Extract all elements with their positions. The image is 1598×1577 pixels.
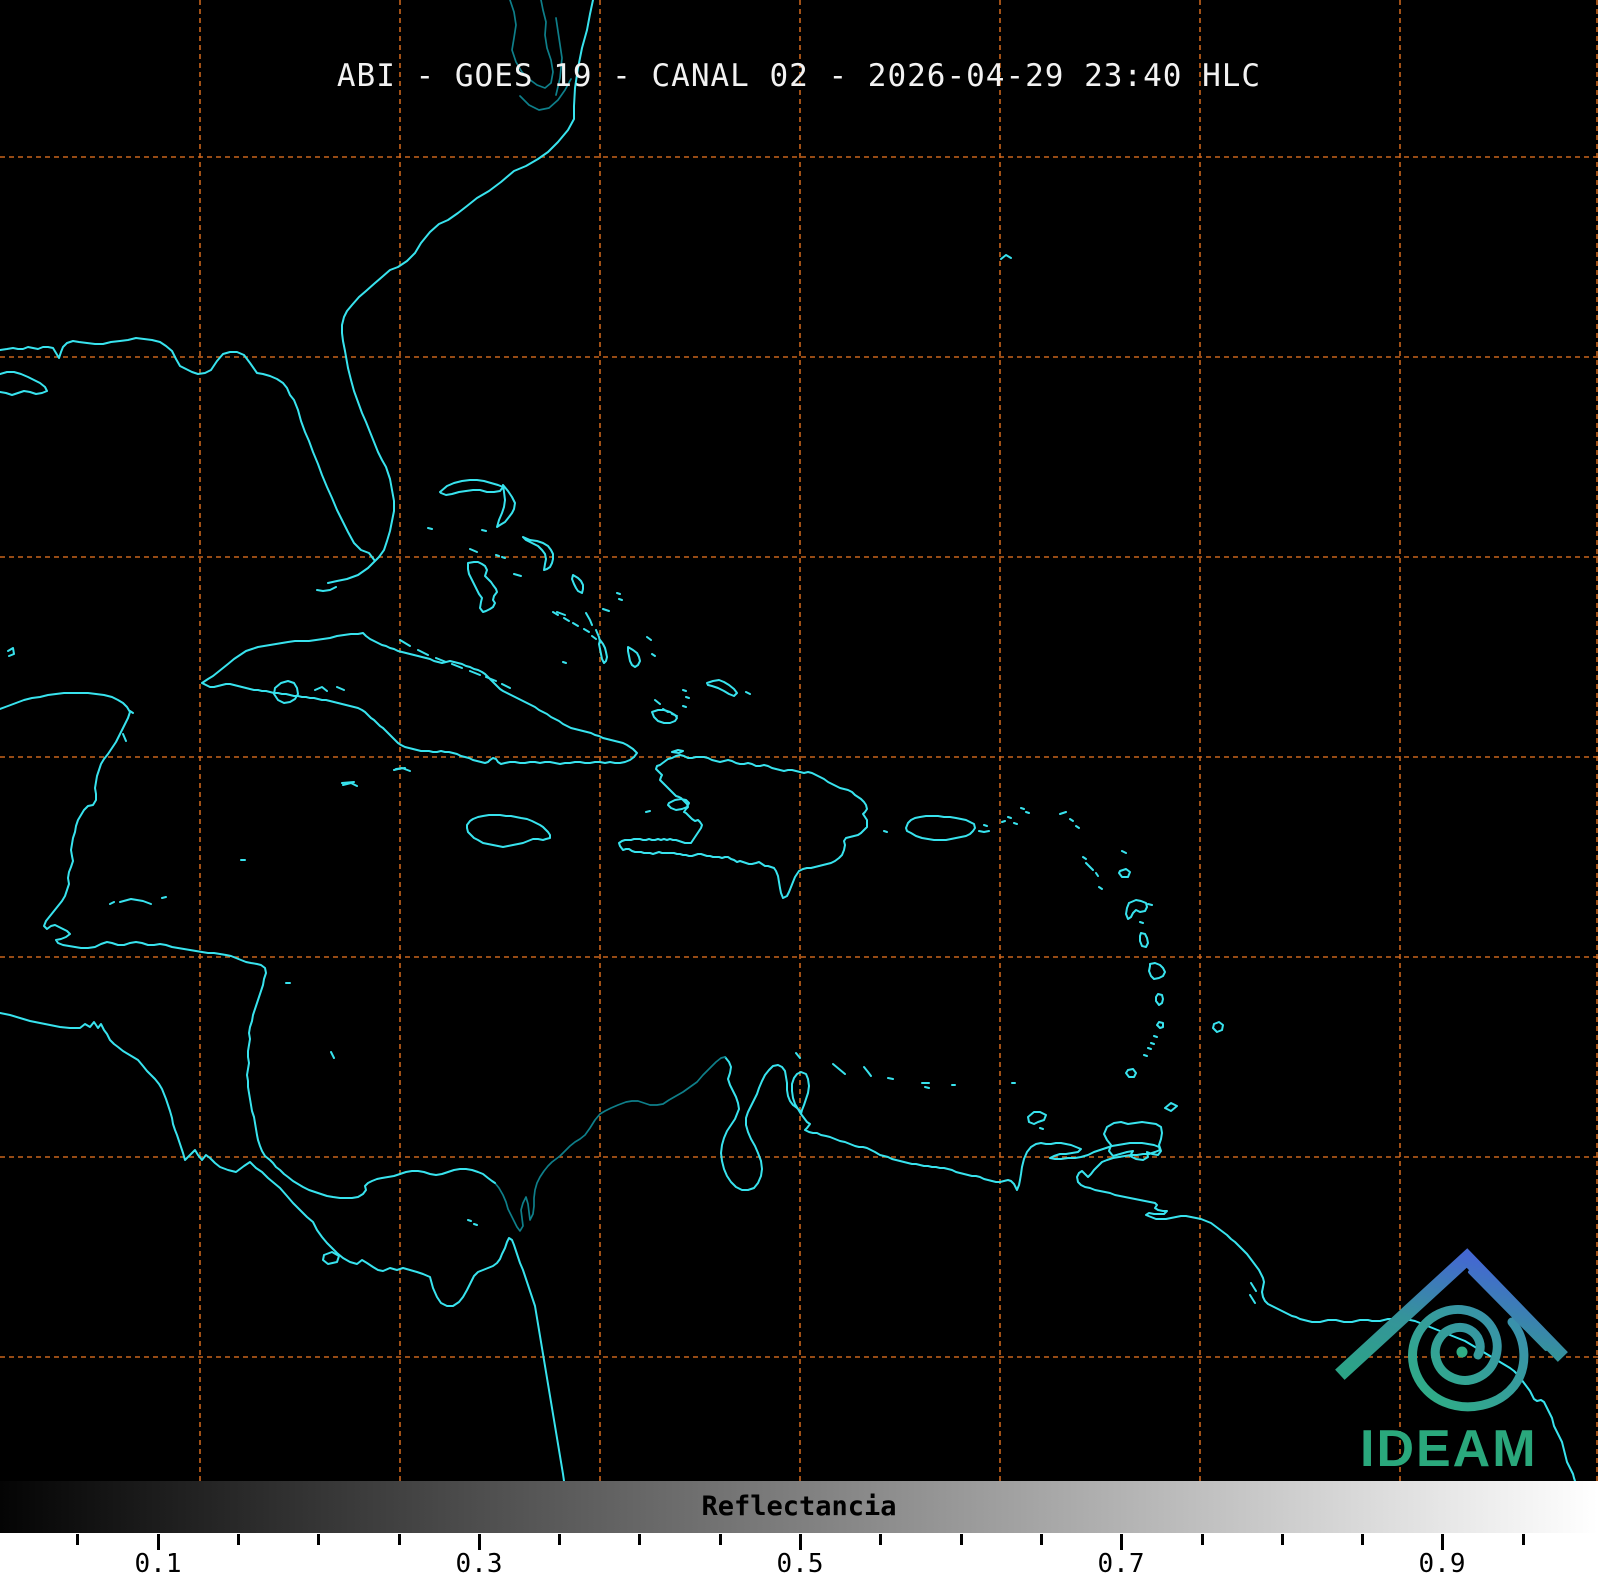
map-area: IDEAM ABI - GOES 19 - CANAL 02 - 2026-04… (0, 0, 1598, 1481)
logo-roof-inner-line (1468, 1270, 1548, 1351)
gridlines-layer (0, 0, 1598, 1481)
ideam-logo: IDEAM (1335, 1248, 1568, 1478)
axis-tick-major (1441, 1534, 1444, 1550)
axis-tick-minor (719, 1534, 722, 1545)
us-southeast-atlantic-coast (327, 0, 594, 584)
axis-tick-major (799, 1534, 802, 1550)
axis-tick-minor (558, 1534, 561, 1545)
axis-tick-label: 0.1 (134, 1549, 182, 1577)
bahamas-archipelago (427, 479, 751, 724)
axis-tick-minor (879, 1534, 882, 1545)
axis-tick-minor (1281, 1534, 1284, 1545)
axis-tick-minor (1361, 1534, 1364, 1545)
axis-tick-major (478, 1534, 481, 1550)
axis-tick-minor (398, 1534, 401, 1545)
axis-tick-major (157, 1534, 160, 1550)
image-title: ABI - GOES 19 - CANAL 02 - 2026-04-29 23… (336, 58, 1262, 94)
reflectance-colorbar: Reflectancia (0, 1481, 1598, 1533)
south-america-north-coast (720, 1056, 1576, 1481)
map-canvas: IDEAM (0, 0, 1598, 1481)
central-america-caribbean-coast (0, 692, 496, 1199)
axis-tick-minor (638, 1534, 641, 1545)
cayman-islands (341, 767, 406, 784)
trinidad-tobago (1103, 1102, 1178, 1161)
puerto-rico-virgin-islands (883, 807, 1030, 841)
offshore-islets (109, 710, 478, 1265)
axis-tick-minor (960, 1534, 963, 1545)
ocean-specks (7, 254, 1012, 657)
colorbar-axis: 0.1 0.3 0.5 0.7 0.9 (0, 1533, 1598, 1577)
mississippi-delta (0, 371, 337, 592)
coastlines-layer (0, 0, 1576, 1481)
axis-tick-label: 0.7 (1097, 1549, 1145, 1577)
central-america-pacific-coast (0, 1012, 565, 1481)
axis-tick-minor (237, 1534, 240, 1545)
axis-tick-label: 0.3 (455, 1549, 503, 1577)
axis-tick-major (1120, 1534, 1123, 1550)
hispaniola (618, 749, 868, 899)
colombia-caribbean-coast (494, 1056, 726, 1232)
florida-west-gulf-coast (0, 337, 376, 562)
axis-tick-minor (1201, 1534, 1204, 1545)
colorbar-label: Reflectancia (701, 1491, 897, 1522)
axis-tick-minor (317, 1534, 320, 1545)
axis-tick-label: 0.9 (1418, 1549, 1466, 1577)
axis-tick-minor (1040, 1534, 1043, 1545)
axis-tick-label: 0.5 (776, 1549, 824, 1577)
axis-tick-minor (1522, 1534, 1525, 1545)
logo-swirl-icon (1408, 1305, 1529, 1412)
venezuela-offshore-islands (795, 1052, 1047, 1130)
logo-roof-icon (1335, 1248, 1568, 1380)
lesser-antilles-arc (1059, 811, 1224, 1078)
jamaica (466, 810, 651, 848)
axis-tick-minor (76, 1534, 79, 1545)
logo-swirl-eye (1456, 1346, 1468, 1358)
cuba (201, 632, 638, 787)
logo-wordmark: IDEAM (1360, 1420, 1538, 1478)
chesapeake-sounds (509, 0, 572, 111)
